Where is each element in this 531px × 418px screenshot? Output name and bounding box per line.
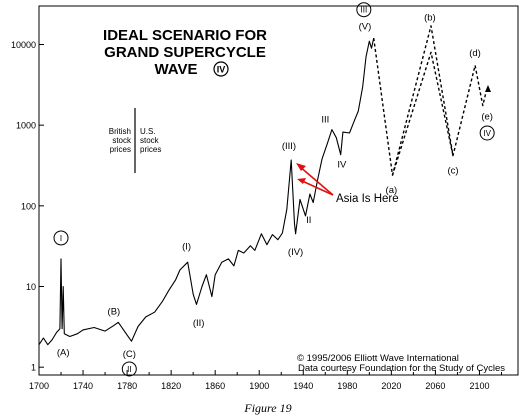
wave-label-19: IV	[483, 129, 491, 138]
asia-text: Asia Is Here	[336, 193, 399, 205]
wave-label-7: (III)	[282, 141, 296, 152]
arrowhead-up	[485, 85, 491, 92]
title-line-2: GRAND SUPERCYCLE	[104, 44, 266, 61]
y-tick-label-1: 10	[26, 282, 36, 292]
title-wave-numeral: IV	[217, 65, 226, 75]
wave-label-1: (A)	[57, 347, 70, 358]
wave-label-17: (d)	[469, 48, 481, 59]
series-line-2	[391, 51, 454, 176]
wave-label-9: II	[306, 215, 311, 226]
x-tick-label-9: 2060	[425, 381, 445, 391]
asia-arrowhead-1	[296, 163, 306, 171]
x-tick-label-4: 1860	[205, 381, 225, 391]
copyright-line-1: © 1995/2006 Elliott Wave International	[297, 353, 459, 364]
wave-label-4: II	[127, 365, 131, 374]
x-tick-label-0: 1700	[29, 381, 49, 391]
x-tick-label-2: 1780	[117, 381, 137, 391]
y-tick-label-2: 100	[21, 201, 36, 211]
wave-label-circle-13	[356, 2, 372, 18]
y-tick-label-4: 10000	[11, 40, 36, 50]
x-tick-label-7: 1980	[337, 381, 357, 391]
x-tick-label-8: 2020	[381, 381, 401, 391]
chart-title: IDEAL SCENARIO FOR GRAND SUPERCYCLE WAVE…	[103, 27, 267, 78]
wave-label-0: I	[60, 234, 62, 243]
wave-label-5: (I)	[182, 241, 191, 252]
asia-annotation: Asia Is Here	[296, 163, 399, 205]
future-arrowhead	[485, 85, 491, 92]
series-line-0	[38, 37, 375, 346]
title-line-1: IDEAL SCENARIO FOR	[103, 27, 267, 44]
x-tick-label-1: 1740	[73, 381, 93, 391]
british-label-2: stock	[112, 136, 132, 145]
asia-arrowhead-2	[297, 178, 306, 184]
x-tick-label-5: 1900	[249, 381, 269, 391]
wave-label-8: (IV)	[288, 247, 303, 258]
us-label-2: stock	[140, 136, 160, 145]
x-tick-label-3: 1820	[161, 381, 181, 391]
asia-arrow-2	[299, 179, 334, 196]
copyright: © 1995/2006 Elliott Wave International D…	[297, 353, 505, 374]
wave-label-circle-4	[121, 361, 137, 377]
wave-label-16: (c)	[447, 165, 458, 176]
figure-caption: Figure 19	[243, 401, 291, 415]
wave-label-2: (B)	[108, 306, 121, 317]
british-label-3: prices	[110, 145, 131, 154]
wave-label-6: (II)	[193, 318, 205, 329]
wave-label-10: III	[321, 114, 329, 125]
wave-label-12: (V)	[359, 21, 372, 32]
wave-label-circle-19	[479, 125, 495, 141]
wave-label-3: (C)	[123, 349, 136, 360]
x-tick-label-10: 2100	[469, 381, 489, 391]
copyright-line-2: Data courtesy Foundation for the Study o…	[298, 363, 505, 374]
us-label-1: U.S.	[140, 127, 156, 136]
british-label-1: British	[109, 127, 131, 136]
wave-label-circle-0	[53, 230, 69, 246]
y-tick-label-0: 1	[31, 363, 36, 373]
wave-label-18: (e)	[481, 111, 493, 122]
wave-label-14: (a)	[386, 185, 398, 196]
y-tick-label-3: 1000	[16, 121, 36, 131]
wave-label-15: (b)	[424, 12, 436, 23]
asia-arrow-1	[298, 165, 334, 196]
x-tick-label-6: 1940	[293, 381, 313, 391]
title-line-3: WAVE	[154, 61, 197, 78]
wave-label-13: III	[361, 6, 368, 15]
plot-frame	[38, 5, 519, 376]
prices-label: British stock prices U.S. stock prices	[109, 108, 161, 173]
title-wave-circle	[213, 61, 229, 77]
us-label-3: prices	[140, 145, 161, 154]
wave-label-11: IV	[337, 160, 347, 171]
